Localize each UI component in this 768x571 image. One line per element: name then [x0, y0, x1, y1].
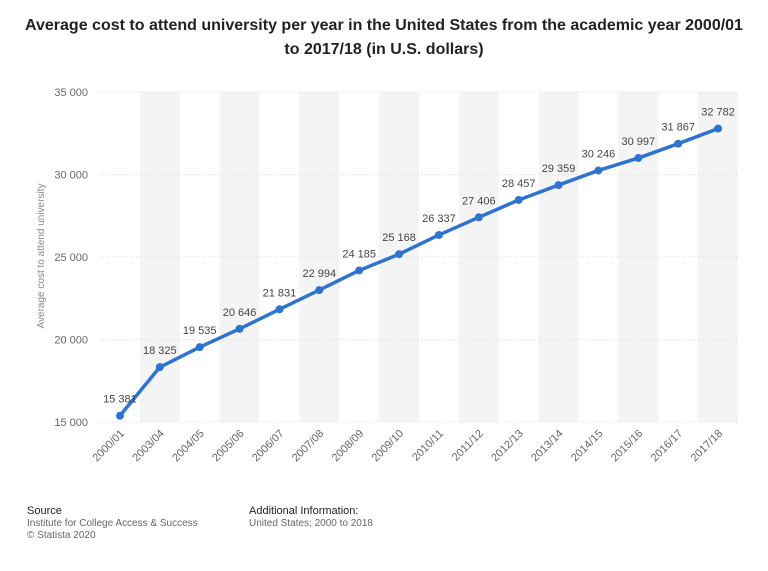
chart-title: Average cost to attend university per ye… — [25, 17, 743, 58]
x-tick-label: 2008/09 — [330, 428, 367, 465]
x-tick-label: 2011/12 — [450, 428, 486, 464]
data-point — [235, 324, 244, 333]
y-tick-label: 35 000 — [54, 87, 88, 99]
data-point — [155, 363, 164, 372]
series-line — [118, 126, 720, 418]
data-label: 30 246 — [582, 148, 616, 160]
data-point — [554, 181, 563, 190]
data-labels: 15 381 18 325 19 535 20 646 21 831 22 994 24 1… — [103, 107, 735, 406]
data-label: 19 535 — [183, 325, 217, 337]
x-tick-label: 2016/17 — [649, 428, 686, 465]
x-tick-label: 2003/04 — [130, 428, 167, 465]
data-point — [474, 213, 483, 222]
data-point — [395, 250, 404, 259]
data-point — [634, 154, 643, 163]
x-tick-label: 2004/05 — [170, 428, 207, 465]
y-axis-label: Average cost to attend university — [36, 184, 47, 329]
x-tick-label: 2000/01 — [90, 428, 127, 465]
gridlines — [100, 91, 738, 423]
data-point — [594, 166, 603, 175]
data-point — [115, 411, 124, 420]
data-label: 26 337 — [422, 213, 456, 225]
x-tick-label: 2007/08 — [290, 428, 327, 465]
data-point — [275, 305, 284, 314]
data-label: 24 185 — [342, 248, 376, 260]
additional-info-heading: Additional Information: — [249, 505, 359, 517]
y-tick-label: 15 000 — [54, 417, 88, 429]
x-tick-label: 2009/10 — [370, 428, 407, 465]
x-tick-label: 2013/14 — [529, 428, 566, 465]
data-point — [315, 286, 324, 295]
x-axis-ticks: 2000/01 2003/04 2004/05 2005/06 2006/07 2007/… — [90, 428, 725, 465]
data-point — [714, 124, 723, 133]
data-label: 27 406 — [462, 195, 496, 207]
data-label: 25 168 — [382, 232, 416, 244]
data-label: 21 831 — [263, 287, 297, 299]
y-tick-label: 30 000 — [54, 170, 88, 182]
y-tick-label: 20 000 — [54, 335, 88, 347]
data-label: 15 381 — [103, 394, 137, 406]
x-tick-label: 2010/11 — [410, 428, 446, 464]
y-tick-label: 25 000 — [54, 252, 88, 264]
data-label: 31 867 — [661, 122, 695, 134]
x-tick-label: 2012/13 — [489, 428, 526, 465]
data-label: 32 782 — [701, 107, 735, 119]
additional-info-text: United States; 2000 to 2018 — [249, 518, 373, 529]
data-label: 20 646 — [223, 307, 257, 319]
x-tick-label: 2005/06 — [210, 428, 247, 465]
data-series — [115, 124, 723, 420]
data-point — [514, 195, 523, 204]
data-label: 29 359 — [542, 163, 576, 175]
data-label: 22 994 — [302, 268, 336, 280]
x-tick-label: 2014/15 — [569, 428, 606, 465]
source-text: Institute for College Access & Success — [27, 518, 198, 529]
source-heading: Source — [27, 505, 62, 517]
data-point — [434, 230, 443, 239]
x-tick-label: 2006/07 — [250, 428, 287, 465]
data-label: 18 325 — [143, 345, 177, 357]
y-axis-ticks: 15 000 20 000 25 000 30 000 35 000 — [54, 87, 88, 429]
x-tick-label: 2017/18 — [689, 428, 726, 465]
data-point — [355, 266, 364, 275]
data-label: 28 457 — [502, 178, 536, 190]
copyright-text: © Statista 2020 — [27, 530, 96, 541]
data-label: 30 997 — [621, 136, 655, 148]
source-block: Source Institute for College Access & Su… — [27, 505, 198, 542]
data-point — [195, 343, 204, 352]
data-point — [674, 139, 683, 148]
x-tick-label: 2015/16 — [609, 428, 646, 465]
additional-info-block: Additional Information: United States; 2… — [249, 505, 373, 530]
